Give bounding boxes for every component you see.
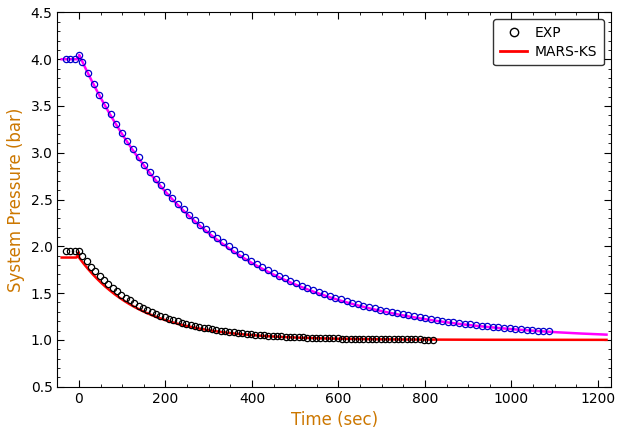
X-axis label: Time (sec): Time (sec)	[291, 411, 378, 429]
Legend: EXP, MARS-KS: EXP, MARS-KS	[493, 19, 604, 65]
Y-axis label: System Pressure (bar): System Pressure (bar)	[7, 107, 25, 292]
